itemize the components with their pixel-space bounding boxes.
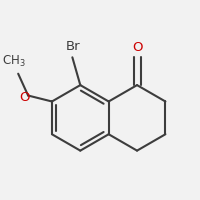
Text: Br: Br [66, 40, 81, 53]
Text: O: O [132, 41, 142, 54]
Text: O: O [19, 91, 29, 104]
Text: CH$_3$: CH$_3$ [2, 54, 26, 69]
